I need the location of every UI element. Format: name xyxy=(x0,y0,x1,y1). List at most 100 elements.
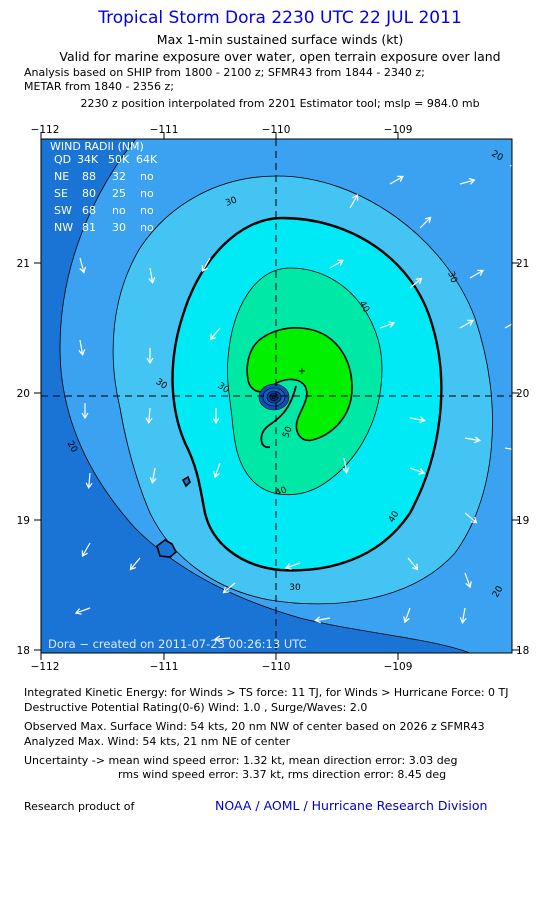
observed-wind-line: Observed Max. Surface Wind: 54 kts, 20 n… xyxy=(24,720,485,733)
wind-arrow xyxy=(314,616,331,624)
wind-arrow xyxy=(409,416,426,424)
radii-se-64k: no xyxy=(140,187,154,200)
radii-sw-34k: 68 xyxy=(82,204,96,217)
wind-arrow xyxy=(469,269,485,279)
band-50-64 xyxy=(246,327,353,442)
radii-ne-50k: 32 xyxy=(112,170,126,183)
radii-ne-64k: no xyxy=(140,170,154,183)
dpr-line: Destructive Potential Rating(0-6) Wind: … xyxy=(24,701,368,714)
wind-arrow xyxy=(459,319,475,329)
contour-label-40: 40 xyxy=(274,485,288,498)
radii-sw-64k: no xyxy=(140,204,154,217)
radii-ne-34k: 88 xyxy=(82,170,96,183)
lon-bottom-111: −111 xyxy=(150,661,179,673)
wind-arrow xyxy=(464,512,478,524)
land-island-2 xyxy=(156,539,177,558)
wind-arrow xyxy=(459,177,476,185)
wind-arrow xyxy=(464,572,472,589)
wind-arrow xyxy=(81,542,91,558)
wind-radii-title: WIND RADII (NM) xyxy=(50,140,144,153)
research-label: Research product of xyxy=(24,800,135,813)
radii-header-64k: 64K xyxy=(136,153,158,166)
wind-arrow xyxy=(407,557,419,571)
wind-arrow xyxy=(409,467,426,475)
lon-bottom-112: −112 xyxy=(31,661,60,673)
wind-arrow xyxy=(409,277,423,289)
wind-radii-table: WIND RADII (NM) QD 34K 50K 64K NE 88 32 … xyxy=(50,140,158,234)
uncertainty-line-2: rms wind speed error: 3.37 kt, rms direc… xyxy=(118,768,447,781)
contour-label-30: 30 xyxy=(445,270,458,284)
radii-se-qd: SE xyxy=(54,187,68,200)
lon-top-110: −110 xyxy=(262,124,291,136)
ike-line: Integrated Kinetic Energy: for Winds > T… xyxy=(24,686,509,699)
wind-arrow xyxy=(403,607,411,624)
lon-top-111: −111 xyxy=(150,124,179,136)
wind-arrow xyxy=(459,607,467,624)
radii-sw-50k: no xyxy=(112,204,126,217)
subtitle-winds: Max 1-min sustained surface winds (kt) xyxy=(156,32,404,47)
lat-right-19: 19 xyxy=(516,515,529,527)
subtitle-exposure: Valid for marine exposure over water, op… xyxy=(59,49,501,64)
storm-center xyxy=(258,383,290,411)
wind-arrow xyxy=(419,216,432,229)
analyzed-wind-line: Analyzed Max. Wind: 54 kts, 21 nm NE of … xyxy=(24,735,291,748)
lat-left-21: 21 xyxy=(17,258,30,270)
page-title: Tropical Storm Dora 2230 UTC 22 JUL 2011 xyxy=(98,8,462,28)
wind-arrow xyxy=(342,457,350,474)
wind-arrow xyxy=(79,257,87,274)
wind-arrow xyxy=(85,472,93,490)
land-island-1 xyxy=(181,475,191,488)
radii-nw-50k: 30 xyxy=(112,221,126,234)
lat-right-21: 21 xyxy=(516,258,529,270)
map-ticks xyxy=(34,132,519,660)
wind-arrow xyxy=(504,447,512,450)
position-note: 2230 z position interpolated from 2201 E… xyxy=(80,97,480,110)
lat-left-20: 20 xyxy=(17,388,30,400)
core-swirl xyxy=(260,385,297,449)
wind-arrow xyxy=(213,462,221,479)
wind-arrow xyxy=(464,436,481,444)
wind-arrow xyxy=(349,193,359,209)
axis-labels: −112 −111 −110 −109 −112 −111 −110 −109 … xyxy=(17,124,530,673)
wind-arrow xyxy=(129,557,141,571)
contour-label-30: 30 xyxy=(289,583,301,593)
radii-nw-64k: no xyxy=(140,221,154,234)
radii-header-50k: 50K xyxy=(108,153,130,166)
wind-arrow xyxy=(213,635,231,643)
wind-arrow xyxy=(78,339,86,356)
wind-arrows xyxy=(74,164,512,643)
wind-arrow xyxy=(284,562,301,570)
lat-right-20: 20 xyxy=(516,388,529,400)
wind-arrow xyxy=(209,327,221,341)
wind-arrow xyxy=(148,267,156,284)
wind-arrow xyxy=(81,403,89,420)
radii-sw-qd: SW xyxy=(54,204,72,217)
radii-nw-34k: 81 xyxy=(82,221,96,234)
wind-arrow xyxy=(145,407,153,425)
wind-arrow xyxy=(329,259,345,269)
lat-left-19: 19 xyxy=(17,515,30,527)
radii-header-34k: 34K xyxy=(77,153,99,166)
analysis-sources-2: METAR from 1840 - 2356 z; xyxy=(24,80,174,93)
map-credit: Dora − created on 2011-07-23 00:26:13 UT… xyxy=(48,637,307,651)
wind-arrow xyxy=(212,408,220,425)
lon-top-112: −112 xyxy=(31,124,60,136)
lat-right-18: 18 xyxy=(516,645,529,657)
wind-arrow xyxy=(201,257,211,273)
radii-se-34k: 80 xyxy=(82,187,96,200)
wind-arrow xyxy=(149,467,157,484)
lon-top-109: −109 xyxy=(384,124,413,136)
contour-label-30: 30 xyxy=(224,195,238,208)
lon-bottom-109: −109 xyxy=(384,661,413,673)
lat-left-18: 18 xyxy=(17,645,30,657)
contour-label-50: 50 xyxy=(281,425,294,439)
lon-bottom-110: −110 xyxy=(262,661,291,673)
wind-arrow xyxy=(389,175,405,185)
center-cross: + xyxy=(298,366,306,377)
wind-arrow xyxy=(222,582,236,594)
radii-header-qd: QD xyxy=(54,153,71,166)
wind-arrow xyxy=(146,348,154,365)
noaa-link[interactable]: NOAA / AOML / Hurricane Research Divisio… xyxy=(215,798,488,813)
wind-arrow xyxy=(379,321,396,329)
